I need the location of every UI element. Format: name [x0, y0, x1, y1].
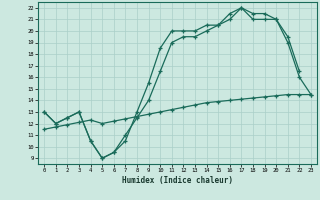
X-axis label: Humidex (Indice chaleur): Humidex (Indice chaleur)	[122, 176, 233, 185]
